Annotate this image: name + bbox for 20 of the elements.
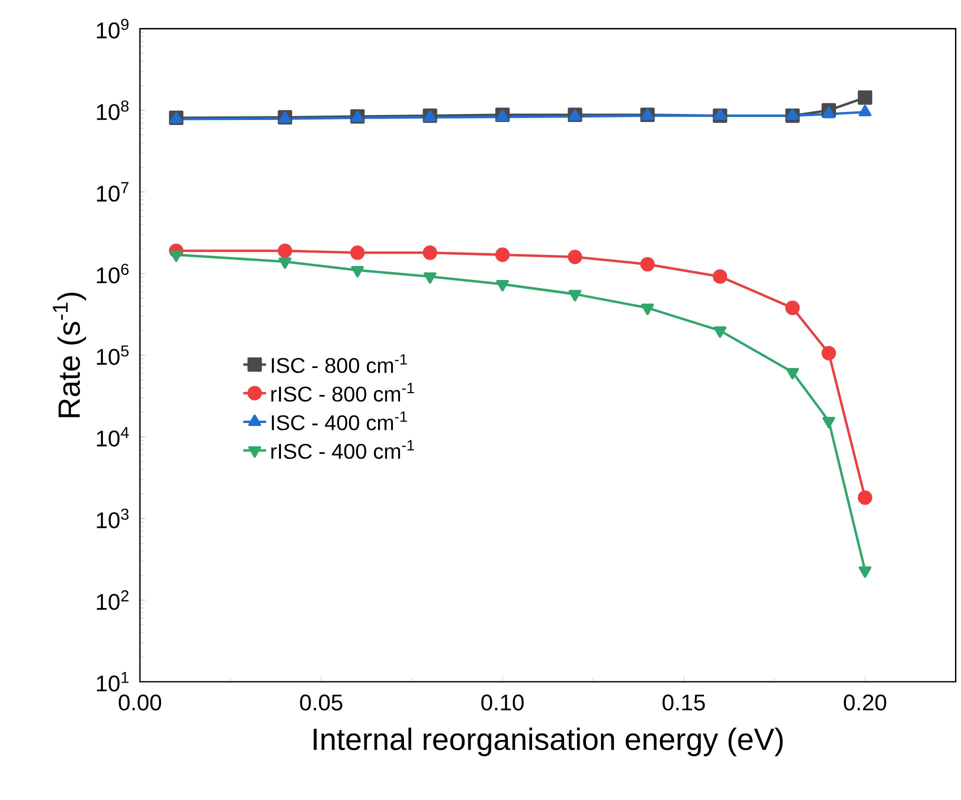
- y-tick-label: 10$^{7}$: [96, 182, 128, 202]
- x-axis-title: Internal reorganisation energy (eV): [314, 728, 783, 756]
- y-tick-label: 10$^{1}$: [96, 672, 128, 692]
- y-tick-label: 10$^{8}$: [96, 100, 129, 120]
- y-tick-label: 10$^{5}$: [96, 346, 129, 366]
- legend-label: ISC - 400 cm$^{-1}$: [272, 412, 407, 430]
- y-tick-label: 10$^{2}$: [96, 590, 128, 610]
- y-tick-label: 10$^{3}$: [96, 508, 129, 528]
- x-tick-label: 0.15: [662, 694, 705, 711]
- x-tick-label: 0.05: [300, 694, 342, 711]
- legend-label: rISC - 800 cm$^{-1}$: [271, 382, 414, 402]
- x-tick-label: 0.10: [481, 694, 524, 711]
- legend-label: ISC - 800 cm$^{-1}$: [272, 354, 407, 374]
- legend-label: rISC - 400 cm$^{-1}$: [271, 440, 414, 460]
- x-tick-label: 0.00: [118, 694, 162, 711]
- y-tick-label: 10$^{4}$: [96, 427, 129, 447]
- y-axis-title: Rate (s$^{-1}$): [52, 292, 86, 418]
- y-tick-label: 10$^{6}$: [96, 264, 129, 284]
- y-tick-label: 10$^{9}$: [96, 18, 128, 39]
- x-tick-label: 0.20: [844, 694, 886, 711]
